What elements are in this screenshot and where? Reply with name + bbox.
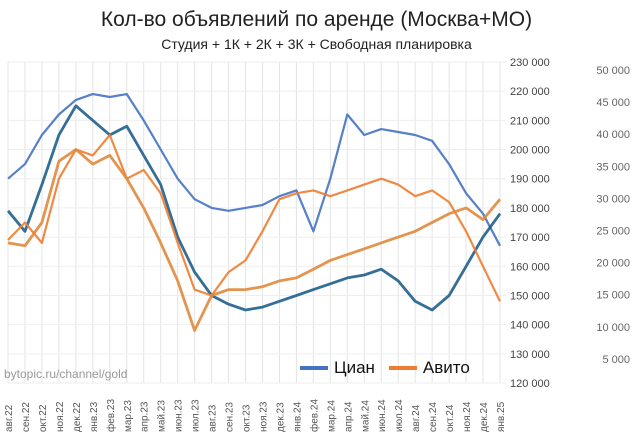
y-tick-label: 190 000 xyxy=(510,174,550,186)
legend: Циан Авито xyxy=(300,358,470,378)
y-tick-label: 150 000 xyxy=(510,290,550,302)
x-tick-label: сен.22 xyxy=(21,402,32,432)
x-tick-label: авг.23 xyxy=(208,404,219,432)
x-tick-label: авг.22 xyxy=(4,404,15,432)
y-tick-label: 230 000 xyxy=(510,57,550,69)
chart-subtitle: Студия + 1К + 2К + 3К + Свободная планир… xyxy=(161,36,472,52)
series-line-cian xyxy=(6,104,502,312)
y-tick-label: 140 000 xyxy=(510,320,550,332)
x-tick-label: ноя.23 xyxy=(258,401,269,432)
secondary-y-tick-label: 25 000 xyxy=(596,226,630,238)
legend-label-cian: Циан xyxy=(334,358,375,377)
secondary-y-tick-label: 15 000 xyxy=(596,290,630,302)
x-tick-label: мар.23 xyxy=(123,400,134,432)
secondary-y-tick-label: 40 000 xyxy=(596,129,630,141)
watermark: bytopic.ru/channel/gold xyxy=(4,367,128,381)
secondary-y-tick-label: 5 000 xyxy=(602,354,630,366)
series-line-avito xyxy=(7,148,502,332)
legend-swatch-avito xyxy=(388,366,417,370)
secondary-y-tick-label: 35 000 xyxy=(596,161,630,173)
secondary-y-tick-label: 10 000 xyxy=(596,322,630,334)
y-tick-label: 170 000 xyxy=(510,232,550,244)
legend-label-avito: Авито xyxy=(422,358,470,377)
x-tick-label: янв.24 xyxy=(292,401,303,432)
x-tick-label: фев.23 xyxy=(105,399,117,432)
x-tick-label: янв.23 xyxy=(89,401,100,432)
y-tick-label: 200 000 xyxy=(510,145,550,157)
secondary-y-tick-label: 50 000 xyxy=(596,65,630,77)
series-line-avito xyxy=(7,133,501,302)
secondary-y-tick-label: 30 000 xyxy=(596,193,630,205)
x-tick-label: фев.24 xyxy=(308,399,320,432)
chart-title: Кол-во объявлений по аренде (Москва+МО) xyxy=(100,8,533,31)
secondary-y-tick-label: 45 000 xyxy=(596,97,630,109)
y-tick-label: 210 000 xyxy=(510,115,550,127)
x-tick-label: окт.23 xyxy=(242,404,253,432)
x-tick-label: янв.25 xyxy=(496,401,507,432)
x-tick-label: апр.23 xyxy=(140,401,151,432)
y-tick-label: 130 000 xyxy=(510,349,550,361)
x-tick-label: май.23 xyxy=(157,400,168,432)
series-line-cian xyxy=(7,93,501,247)
x-tick-label: май.24 xyxy=(360,400,371,432)
x-tick-label: ноя.22 xyxy=(55,401,66,432)
x-tick-label: дек.24 xyxy=(479,402,490,432)
x-tick-label: ноя.24 xyxy=(462,401,473,432)
x-tick-label: дек.22 xyxy=(72,402,83,432)
x-tick-label: сен.24 xyxy=(428,402,439,432)
x-tick-label: июн.23 xyxy=(174,399,185,432)
y-tick-label: 220 000 xyxy=(510,86,550,98)
x-tick-label: авг.24 xyxy=(411,404,422,432)
y-tick-label: 160 000 xyxy=(510,261,550,273)
y-tick-label: 120 000 xyxy=(510,378,550,390)
x-tick-label: дек.23 xyxy=(275,402,286,432)
y-tick-label: 180 000 xyxy=(510,203,550,215)
secondary-y-tick-label: 20 000 xyxy=(596,258,630,270)
x-tick-label: июл.23 xyxy=(191,399,202,432)
x-tick-label: июл.24 xyxy=(394,399,405,432)
x-tick-label: апр.24 xyxy=(343,401,354,432)
x-tick-label: сен.23 xyxy=(225,402,236,432)
x-tick-label: мар.24 xyxy=(326,400,337,432)
x-tick-label: окт.24 xyxy=(445,404,456,432)
x-tick-label: окт.22 xyxy=(38,404,49,432)
x-tick-label: июн.24 xyxy=(377,399,388,432)
legend-swatch-cian xyxy=(300,366,328,370)
